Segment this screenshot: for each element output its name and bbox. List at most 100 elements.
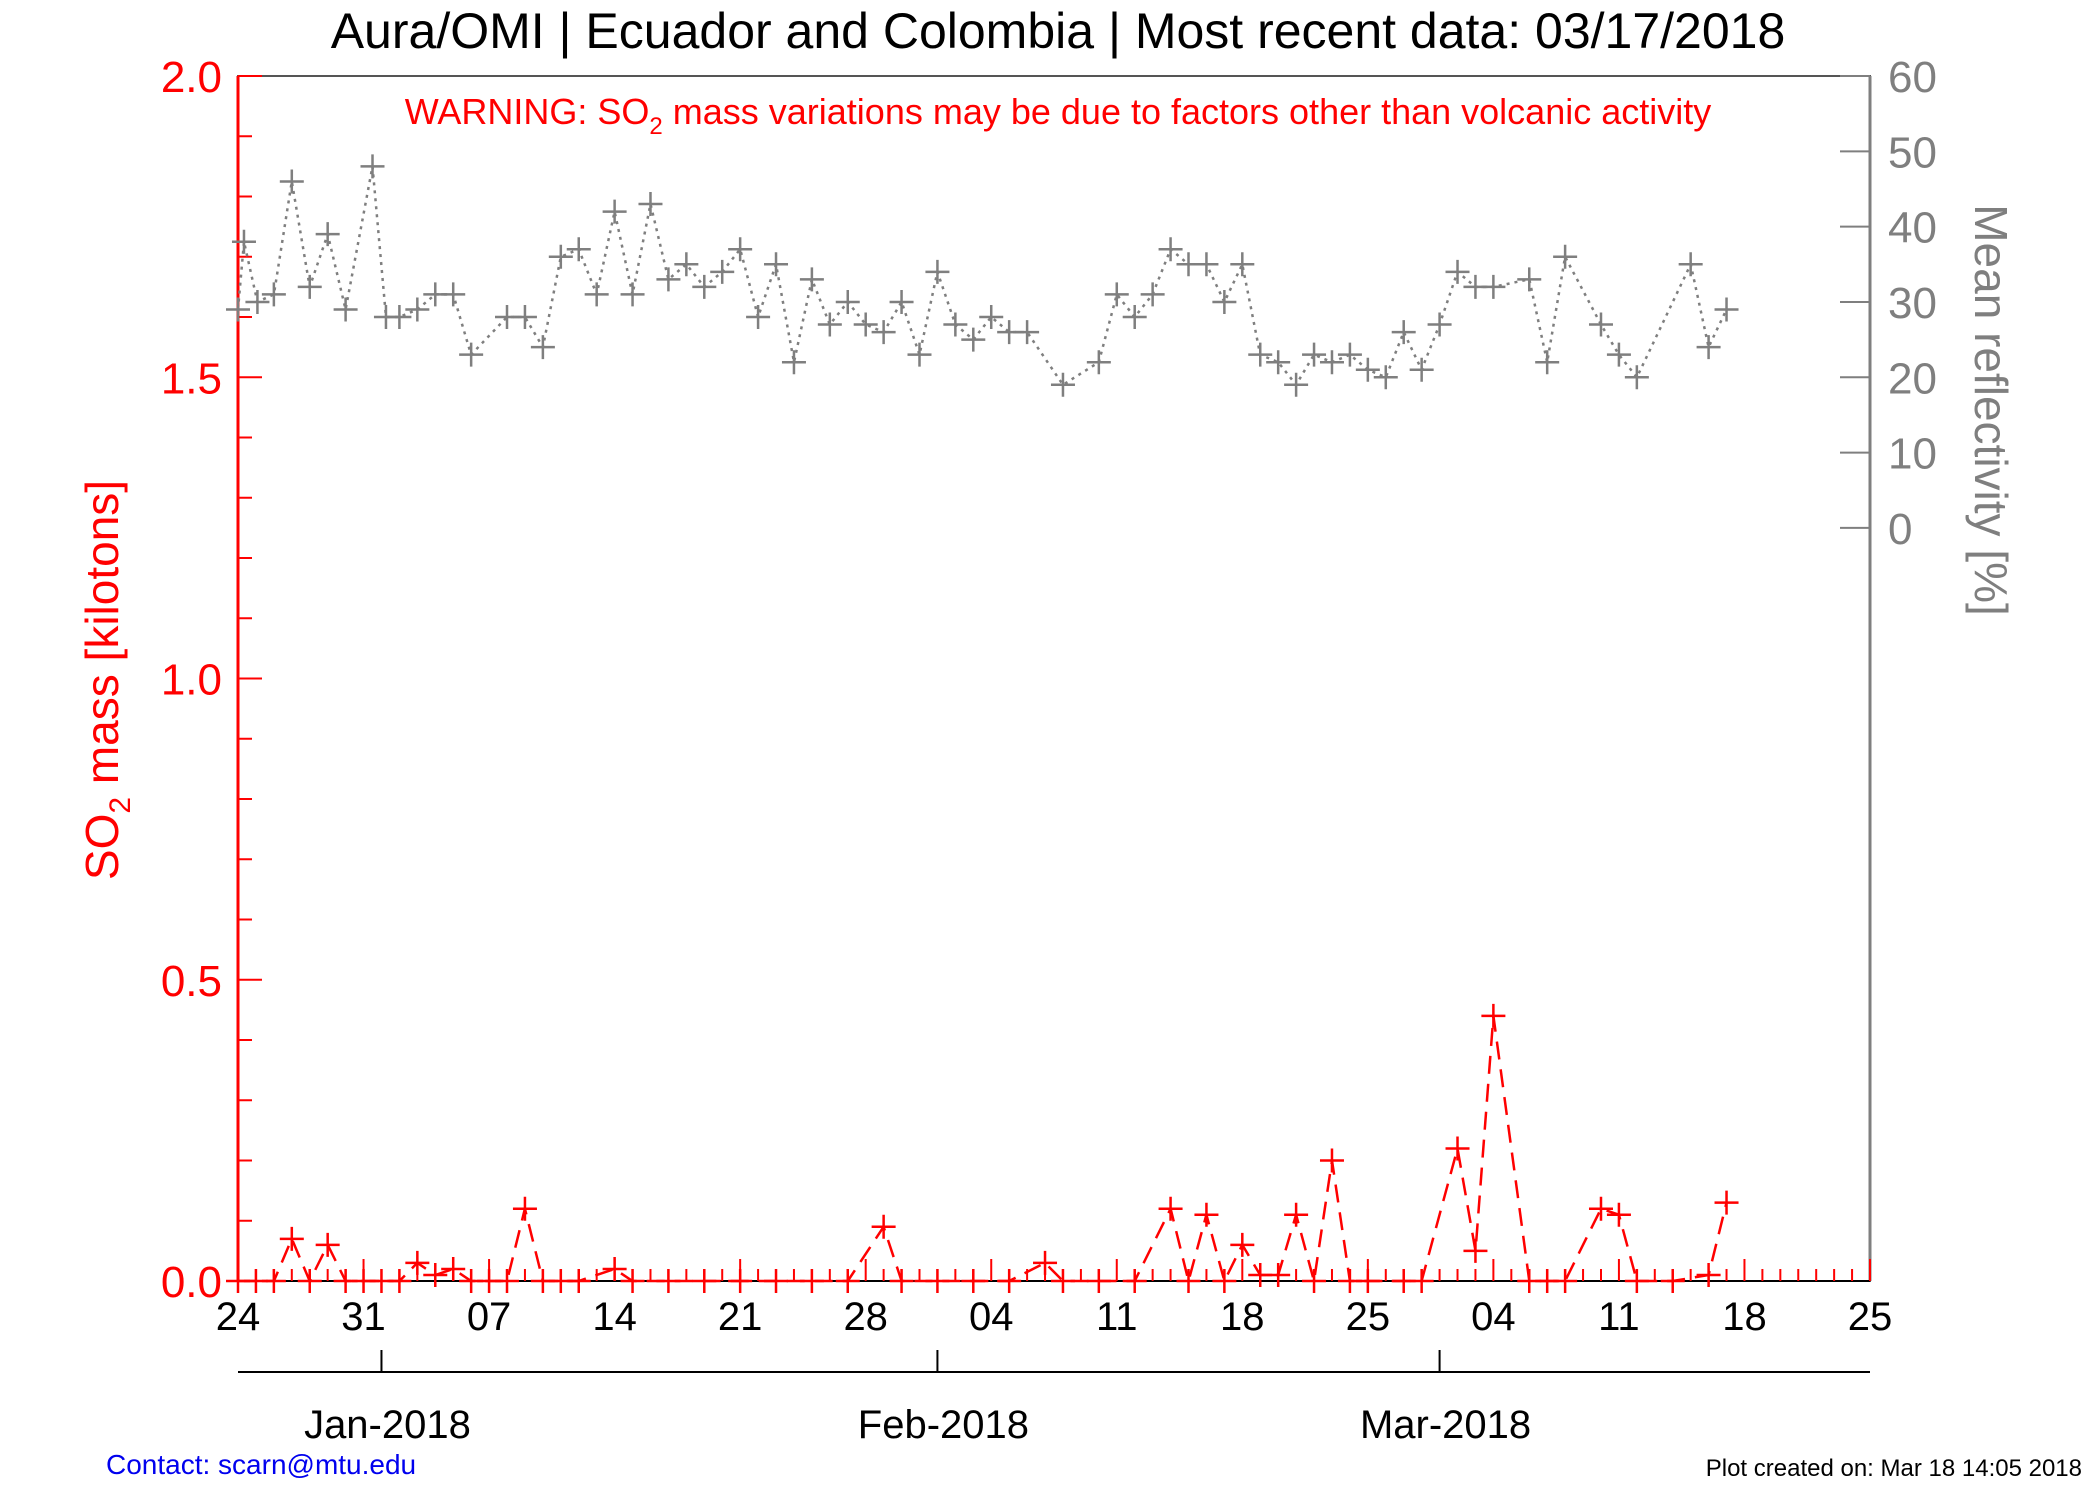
- data-point: [245, 289, 270, 314]
- left-tick-label: 1.5: [161, 354, 222, 403]
- x-tick-label: 14: [592, 1295, 637, 1339]
- data-point: [1302, 342, 1327, 367]
- data-point: [1714, 297, 1739, 322]
- data-point: [925, 259, 950, 284]
- data-point: [746, 305, 771, 329]
- data-point: [620, 282, 645, 307]
- x-tick-label: 11: [1096, 1295, 1138, 1339]
- data-point: [1624, 1269, 1649, 1293]
- left-axis-ticks: 0.0 0.5 1.0 1.5 2.0: [161, 53, 262, 1307]
- data-point: [871, 320, 896, 345]
- data-point: [1086, 1269, 1111, 1293]
- x-tick-label: 25: [1848, 1295, 1893, 1339]
- right-tick-label: 10: [1888, 430, 1937, 479]
- data-point: [231, 229, 256, 254]
- data-point: [315, 222, 340, 247]
- data-point: [602, 199, 627, 224]
- data-point: [835, 289, 860, 314]
- so2-mass-series: [226, 1003, 1739, 1293]
- right-tick-label: 50: [1888, 128, 1937, 177]
- data-point: [620, 1269, 645, 1293]
- x-tick-label: 18: [1722, 1295, 1767, 1339]
- data-point: [817, 312, 842, 337]
- data-point: [1284, 372, 1309, 397]
- x-axis-ticks: 24 31 07 14 21 28 04 11 18 25 04 11 18 25: [216, 1259, 1893, 1339]
- data-point: [566, 237, 591, 262]
- x-tick-label: 24: [216, 1295, 261, 1339]
- data-point: [1033, 1250, 1058, 1275]
- right-tick-label: 0: [1888, 505, 1912, 554]
- contact-link[interactable]: Contact: scarn@mtu.edu: [106, 1449, 416, 1480]
- left-tick-label: 2.0: [161, 53, 222, 102]
- data-point: [764, 1269, 789, 1293]
- data-point: [943, 312, 968, 337]
- data-point: [602, 1256, 627, 1281]
- data-point: [1373, 365, 1398, 390]
- left-tick-label: 1.0: [161, 656, 222, 705]
- x-tick-label: 11: [1598, 1295, 1640, 1339]
- left-tick-label: 0.5: [161, 957, 222, 1006]
- data-point: [1158, 1196, 1183, 1221]
- data-point: [1284, 1202, 1309, 1227]
- data-point: [692, 274, 717, 299]
- data-point: [1122, 305, 1147, 329]
- data-point: [297, 1269, 322, 1293]
- data-point: [1445, 1136, 1470, 1161]
- data-point: [781, 350, 806, 375]
- data-point: [279, 169, 304, 194]
- data-point: [1660, 1269, 1685, 1293]
- month-axis-ticks: Jan-2018 Feb-2018 Mar-2018: [304, 1350, 1531, 1447]
- data-point: [1319, 1148, 1344, 1173]
- month-tick-label: Mar-2018: [1360, 1403, 1531, 1447]
- data-point: [1050, 372, 1075, 397]
- data-point: [1176, 1269, 1201, 1293]
- data-point: [1714, 1190, 1739, 1215]
- x-tick-label: 31: [341, 1295, 386, 1339]
- data-point: [1624, 365, 1649, 390]
- data-point: [1517, 267, 1542, 292]
- data-point: [1086, 350, 1111, 375]
- data-point: [1194, 1202, 1219, 1227]
- data-point: [405, 1250, 430, 1275]
- data-point: [261, 282, 286, 307]
- data-point: [853, 312, 878, 337]
- data-point: [584, 282, 609, 307]
- x-tick-label: 07: [467, 1295, 512, 1339]
- series-line: [236, 166, 1728, 387]
- data-point: [728, 237, 753, 262]
- data-point: [656, 267, 681, 292]
- data-point: [1050, 1269, 1075, 1293]
- data-point: [1248, 342, 1273, 367]
- warning-text: WARNING: SO2 mass variations may be due …: [405, 91, 1712, 140]
- data-point: [1696, 335, 1721, 360]
- right-tick-label: 40: [1888, 204, 1937, 253]
- data-point: [279, 1226, 304, 1251]
- data-point: [1427, 312, 1452, 337]
- data-point: [333, 297, 358, 322]
- data-point: [1588, 312, 1613, 337]
- left-tick-label: 0.0: [161, 1258, 222, 1307]
- data-point: [1391, 320, 1416, 345]
- data-point: [1481, 1003, 1506, 1028]
- series-line: [238, 1015, 1728, 1286]
- data-point: [1122, 1269, 1147, 1293]
- data-point: [979, 305, 1004, 329]
- data-point: [1696, 1262, 1721, 1287]
- data-point: [441, 1256, 466, 1281]
- data-point: [1140, 282, 1165, 307]
- right-tick-label: 60: [1888, 53, 1937, 102]
- data-point: [674, 252, 699, 277]
- data-point: [1535, 350, 1560, 375]
- data-point: [1319, 350, 1344, 375]
- data-point: [1678, 252, 1703, 277]
- data-point: [692, 1269, 717, 1293]
- plot-created-text: Plot created on: Mar 18 14:05 2018: [1706, 1455, 2082, 1482]
- data-point: [315, 1232, 340, 1257]
- data-point: [961, 327, 986, 352]
- data-point: [1212, 289, 1237, 314]
- data-point: [459, 342, 484, 367]
- reflectivity-series: [226, 154, 1739, 397]
- data-point: [530, 335, 555, 360]
- right-axis-label: Mean reflectivity [%]: [1965, 204, 2017, 616]
